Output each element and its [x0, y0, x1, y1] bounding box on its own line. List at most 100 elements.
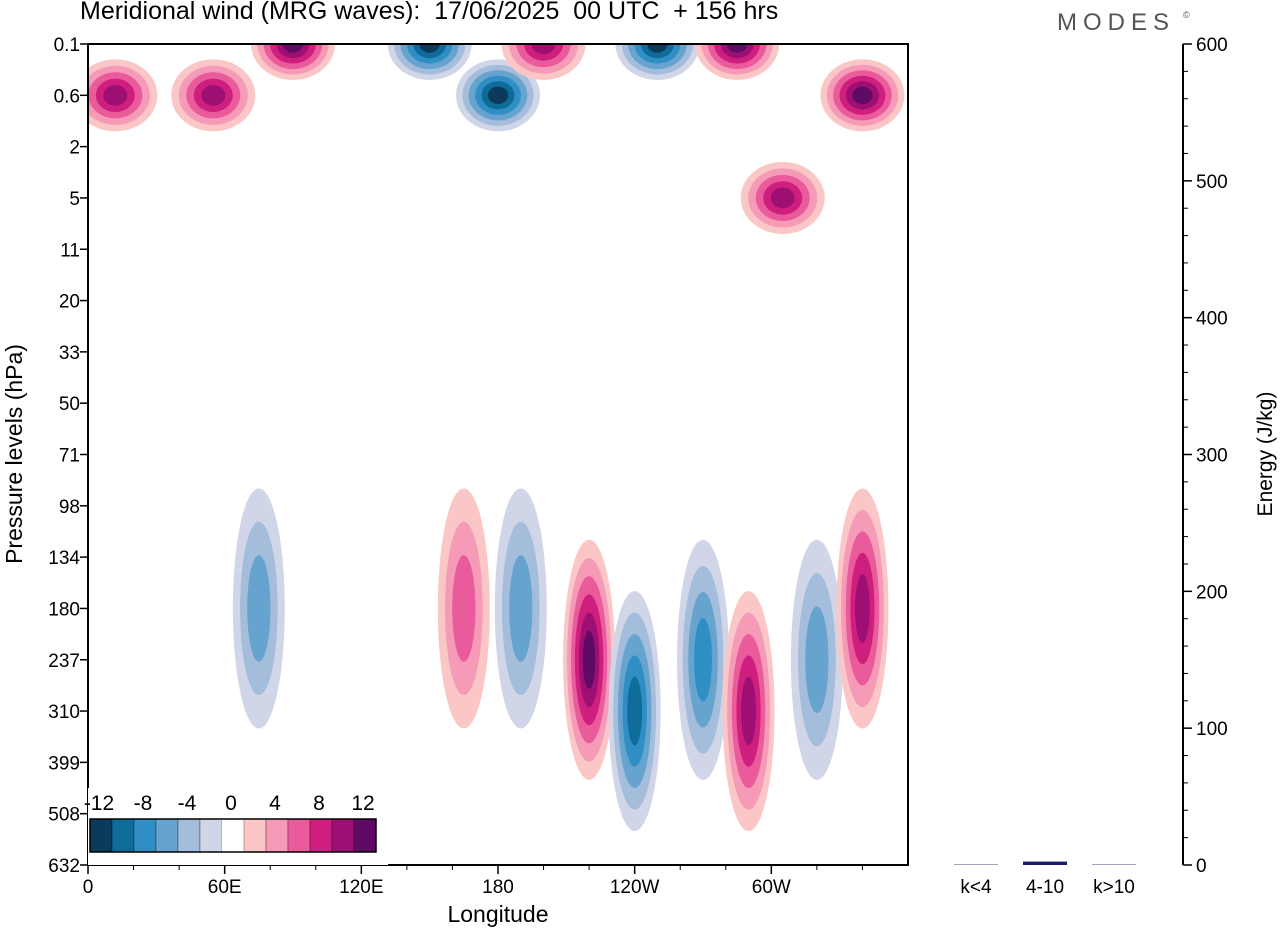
y-tick-label: 632: [48, 856, 80, 877]
colorbar-swatch: [243, 818, 267, 853]
x-tick-label: 0: [83, 877, 94, 898]
copyright-mark: ©: [1183, 10, 1190, 20]
wind-cell: [494, 488, 547, 729]
wind-cell: [615, 44, 700, 80]
colorbar-swatch: [133, 818, 157, 853]
y-tick-label: 20: [59, 292, 80, 313]
contour-band: [855, 574, 870, 643]
energy-tick-label: 600: [1196, 35, 1228, 56]
energy-category-label: k<4: [960, 877, 992, 898]
wind-cell: [437, 488, 490, 729]
colorbar-swatch: [265, 818, 289, 853]
colorbar-swatch: [287, 818, 311, 853]
y-tick-label: 134: [48, 548, 80, 569]
energy-panel: 0 100 200 300 400 500 600 k<4 4-10 k>10 Energy (…: [954, 35, 1277, 898]
colorbar-label: -8: [134, 792, 153, 815]
energy-category-label: k>10: [1093, 877, 1135, 898]
energy-tick-label: 100: [1196, 719, 1228, 740]
colorbar-label: 8: [313, 792, 325, 815]
energy-tick-label: 300: [1196, 446, 1228, 467]
contour-band: [694, 618, 712, 702]
colorbar-swatch: [89, 818, 113, 853]
contour-band: [282, 44, 304, 53]
contour-band: [647, 44, 668, 53]
colorbar-swatch: [155, 818, 179, 853]
colorbar-label: 4: [269, 792, 281, 815]
colorbar-swatch: [353, 818, 377, 853]
colorbar-legend: -12 -8 -4 0 4 8 12: [84, 788, 388, 865]
colorbar-label: -4: [178, 792, 197, 815]
contour-band: [805, 606, 829, 714]
y-tick-label: 0.6: [54, 86, 80, 107]
wind-cell: [608, 591, 661, 832]
colorbar-label: -12: [84, 792, 114, 815]
x-tick-label: 120E: [339, 877, 383, 898]
x-tick-label: 60E: [208, 877, 242, 898]
energy-tick-label: 400: [1196, 309, 1228, 330]
colorbar-label: 0: [225, 792, 237, 815]
y-tick-label: 0.1: [54, 35, 80, 56]
y-axis: 0.1 0.6 2 5 11 20 33 50 71 98 134 180 237 310 399 508 63…: [48, 35, 88, 877]
colorbar-swatch: [199, 818, 223, 853]
contour-band: [247, 555, 271, 662]
y-tick-label: 237: [48, 651, 80, 672]
contour-band: [487, 86, 509, 105]
y-tick-label: 11: [60, 240, 80, 261]
modes-logo: MODES: [1057, 9, 1176, 36]
contour-band: [201, 85, 226, 106]
wind-contour-field: [88, 44, 905, 832]
contour-band: [852, 86, 873, 105]
energy-category-label: 4-10: [1026, 877, 1064, 898]
contour-band: [627, 676, 643, 746]
wind-cell: [456, 59, 540, 132]
wind-cell: [387, 44, 472, 80]
wind-cell: [677, 539, 729, 780]
energy-axis-label: Energy (J/kg): [1254, 392, 1277, 517]
y-tick-label: 508: [48, 805, 80, 826]
wind-cell: [836, 488, 889, 729]
contour-band: [770, 187, 795, 209]
y-tick-label: 180: [48, 599, 80, 620]
colorbar-swatch: [331, 818, 355, 853]
contour-band: [103, 85, 128, 106]
colorbar-swatch: [222, 819, 244, 852]
colorbar-frame: [89, 818, 377, 853]
chart-title: Meridional wind (MRG waves): 17/06/2025 …: [80, 0, 779, 25]
wind-cell: [501, 44, 586, 80]
energy-tick-label: 0: [1196, 856, 1207, 877]
x-tick-label: 120W: [610, 877, 660, 898]
energy-tick-label: 500: [1196, 172, 1228, 193]
contour-band: [509, 555, 533, 662]
x-axis: 0 60E 120E 180 120W 60W: [83, 865, 863, 898]
y-axis-label: Pressure levels (hPa): [1, 344, 27, 564]
y-tick-label: 33: [59, 343, 80, 364]
y-tick-label: 2: [69, 138, 80, 159]
wind-cell: [232, 488, 285, 729]
y-tick-label: 399: [48, 753, 80, 774]
contour-band: [582, 630, 596, 689]
colorbar-swatch: [309, 818, 333, 853]
contour-band: [531, 44, 556, 55]
contour-band: [452, 555, 476, 662]
wind-cell: [722, 591, 775, 832]
colorbar-swatch: [111, 818, 135, 853]
wind-cell: [88, 59, 158, 132]
colorbar-label: 12: [351, 792, 374, 815]
y-tick-label: 98: [59, 497, 80, 518]
y-tick-label: 5: [69, 189, 80, 210]
y-tick-label: 71: [59, 446, 80, 467]
wind-cell: [790, 539, 843, 780]
wind-cell: [820, 59, 905, 132]
contour-band: [741, 676, 756, 746]
wind-cell: [695, 44, 780, 80]
contour-band: [419, 44, 440, 53]
energy-bar: [1023, 861, 1067, 865]
y-tick-label: 310: [48, 702, 80, 723]
wind-cell: [563, 539, 616, 780]
contour-band: [726, 44, 748, 53]
x-axis-label: Longitude: [447, 901, 548, 927]
x-tick-label: 180: [482, 877, 514, 898]
x-tick-label: 60W: [752, 877, 791, 898]
wind-cell: [171, 59, 256, 132]
